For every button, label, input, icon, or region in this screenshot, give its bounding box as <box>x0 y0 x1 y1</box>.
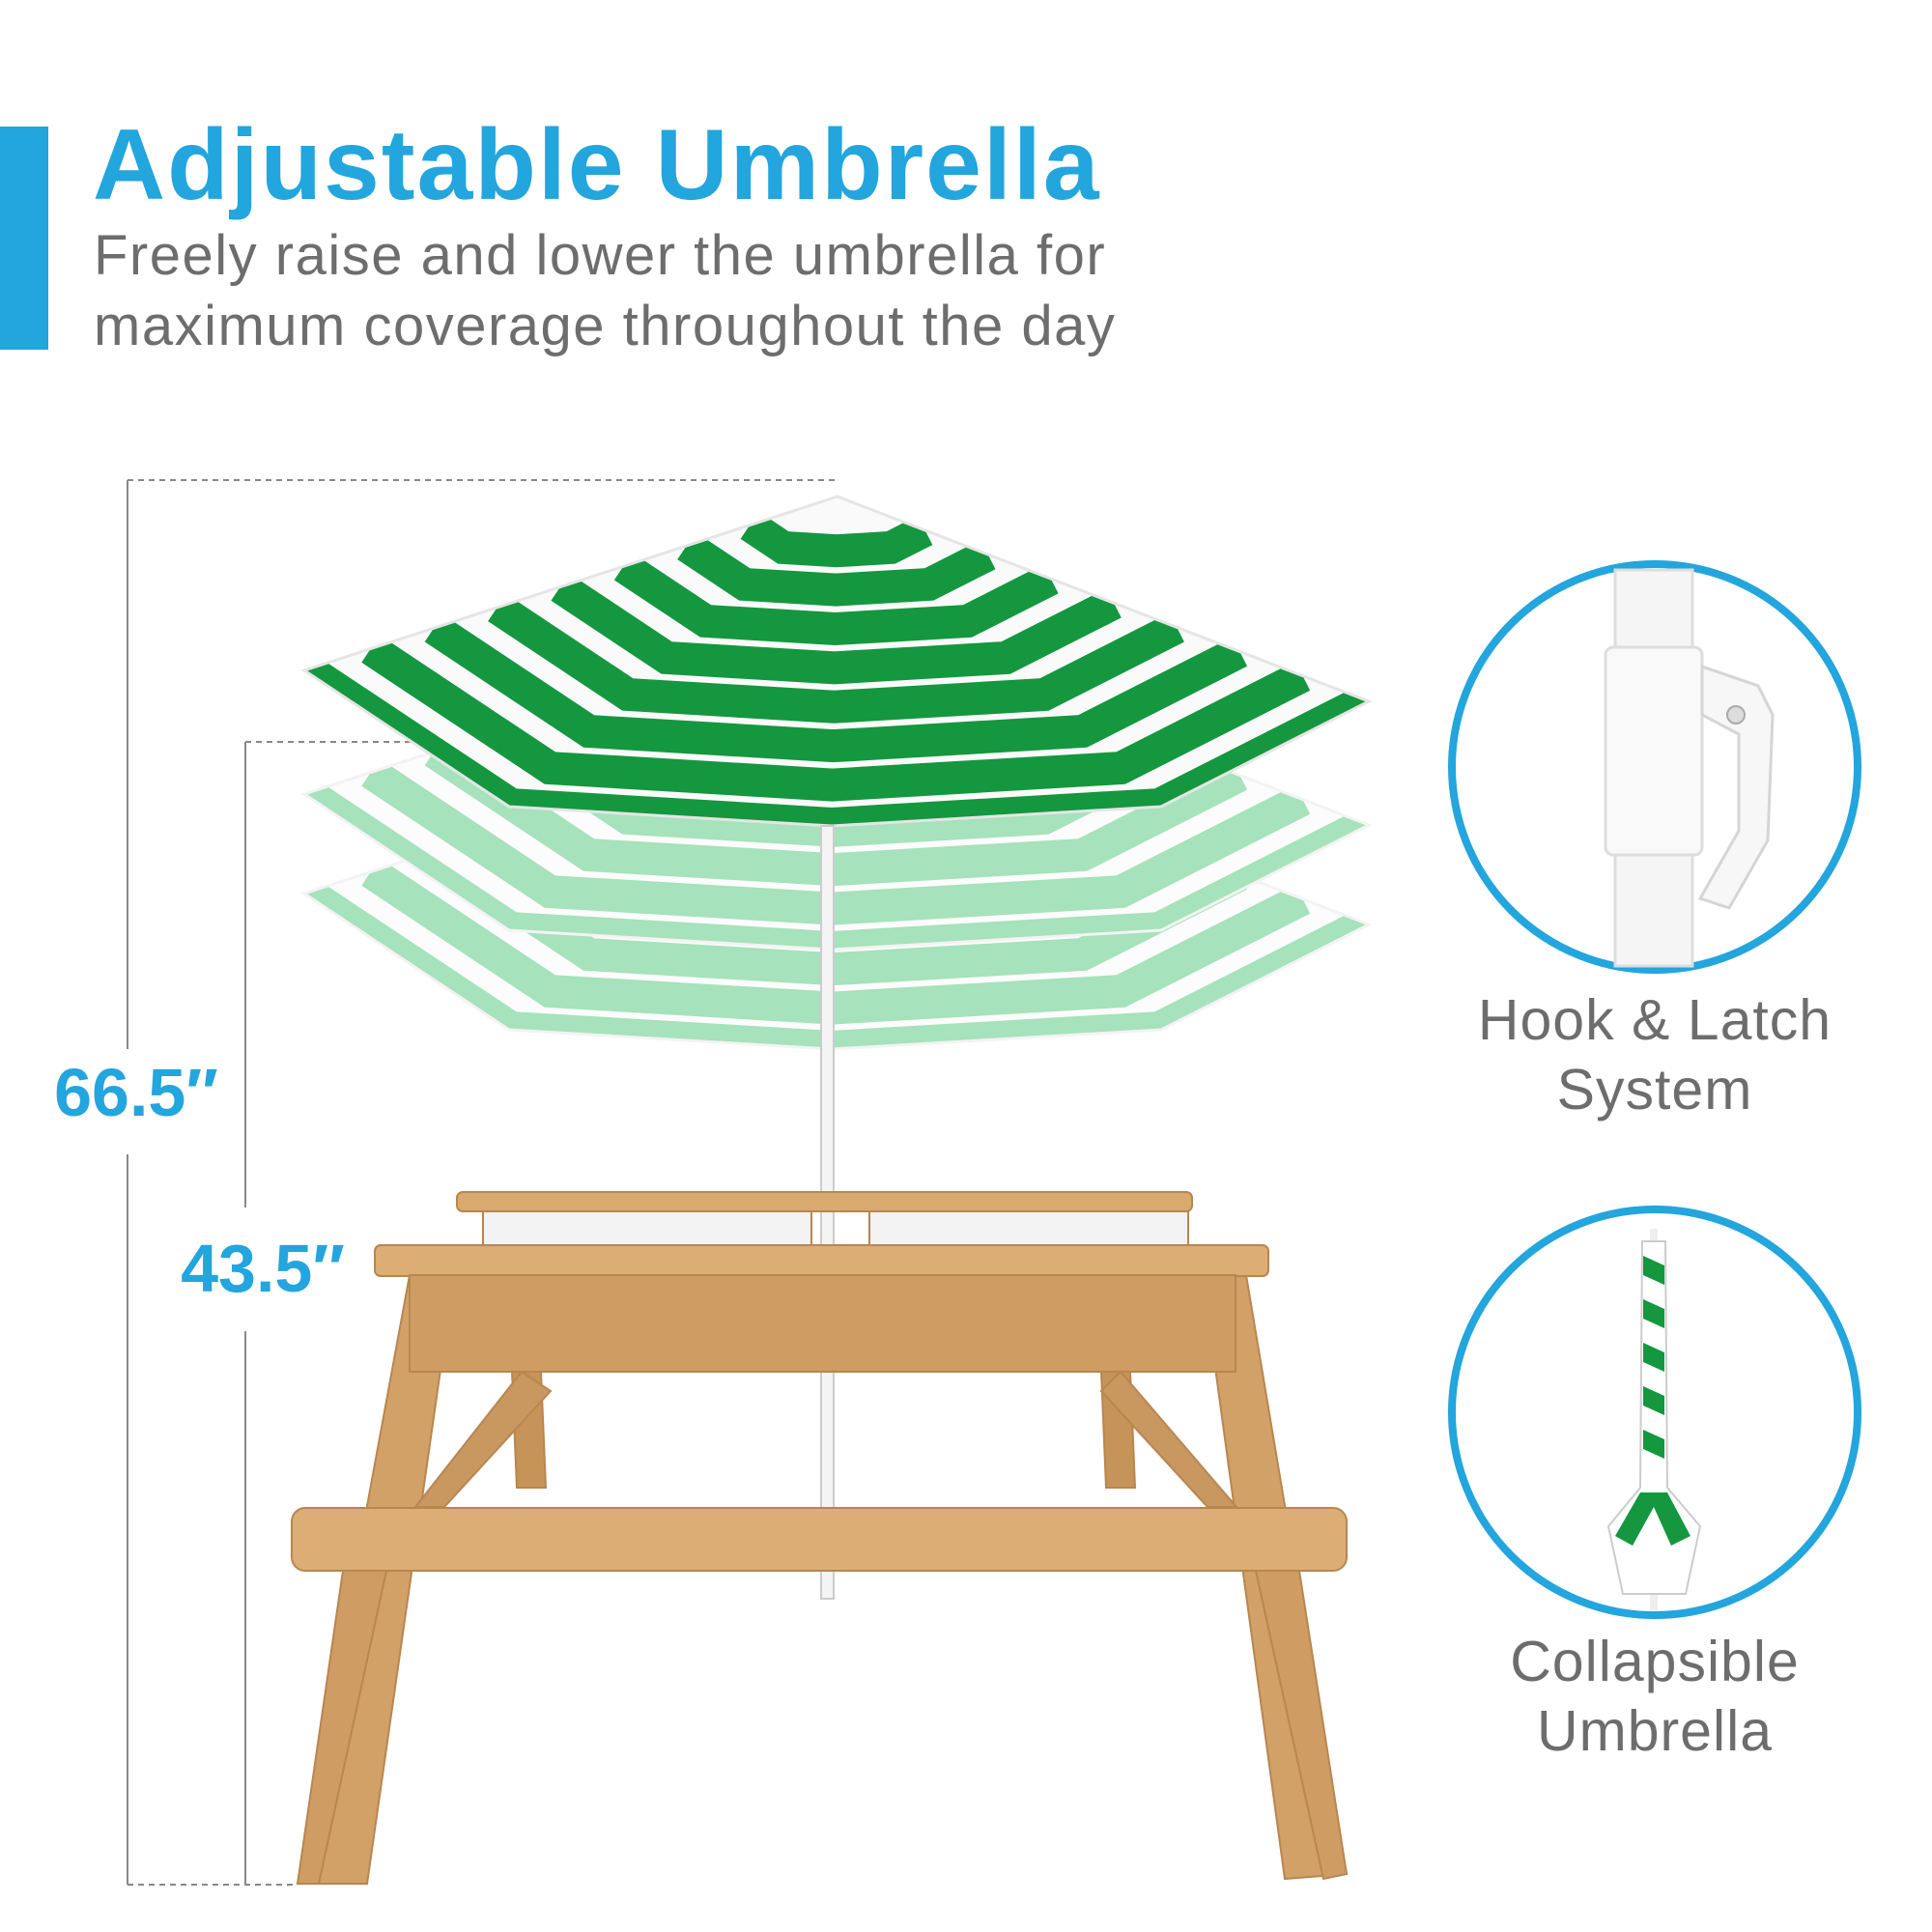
feature-label-collapsible: Collapsible Umbrella <box>1404 1627 1906 1766</box>
dimension-lines <box>127 479 844 1886</box>
canopy-stripe <box>361 635 1311 802</box>
canopy-stripe <box>551 573 1122 685</box>
canopy-fabric <box>304 720 1369 1049</box>
canopy-stripe <box>740 511 933 568</box>
canopy-stripe <box>677 531 996 607</box>
canopy-stripe <box>424 614 1248 763</box>
feature-label-line: System <box>1556 1058 1753 1122</box>
feature-label-line: Hook & Latch <box>1477 988 1833 1052</box>
canopy-stripe <box>304 655 1369 826</box>
umbrella-canopy <box>300 495 1373 828</box>
page-title: Adjustable Umbrella <box>93 109 1101 221</box>
canopy-stripe <box>613 776 1059 869</box>
collapsed-umbrella-icon <box>1448 1206 1861 1619</box>
canopy-stripe <box>613 553 1059 646</box>
feature-label-line: Collapsible <box>1510 1630 1800 1693</box>
feature-label-hook-latch: Hook & Latch System <box>1404 985 1906 1124</box>
accent-bar <box>0 127 48 350</box>
canopy-stripe <box>488 593 1184 724</box>
lowered-height-label: 43.5″ <box>181 1231 345 1306</box>
page-subtitle: Freely raise and lower the umbrella for … <box>94 224 1117 357</box>
hook-latch-closeup-icon <box>1448 560 1861 974</box>
feature-label-line: Umbrella <box>1536 1699 1774 1763</box>
picnic-table <box>291 1191 1349 1885</box>
total-height-label: 66.5″ <box>54 1055 218 1130</box>
